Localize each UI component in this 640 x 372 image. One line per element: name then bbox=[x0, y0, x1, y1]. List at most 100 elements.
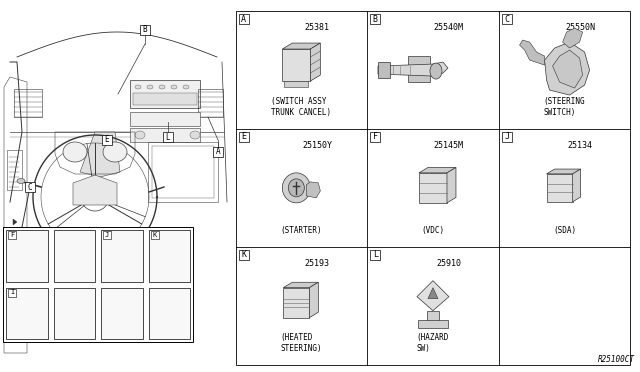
Polygon shape bbox=[284, 288, 309, 318]
Polygon shape bbox=[378, 62, 448, 76]
Text: (STEERING
SWITCH): (STEERING SWITCH) bbox=[544, 97, 586, 117]
Bar bbox=[148, 288, 190, 339]
Text: B: B bbox=[372, 15, 378, 24]
Bar bbox=[54, 230, 95, 282]
Text: (SDA): (SDA) bbox=[553, 226, 576, 235]
Bar bbox=[427, 311, 439, 325]
Bar bbox=[370, 250, 380, 260]
Bar bbox=[130, 112, 200, 126]
Bar bbox=[163, 132, 173, 142]
Bar bbox=[54, 288, 95, 339]
Bar bbox=[8, 231, 16, 239]
Text: 25134: 25134 bbox=[568, 141, 593, 150]
Text: F: F bbox=[10, 232, 14, 238]
Polygon shape bbox=[552, 50, 582, 88]
Text: K: K bbox=[152, 232, 157, 238]
Polygon shape bbox=[13, 219, 17, 225]
Bar bbox=[6, 230, 47, 282]
Bar bbox=[8, 289, 16, 296]
Bar bbox=[370, 14, 380, 24]
Bar bbox=[418, 320, 448, 328]
Text: R25100CT: R25100CT bbox=[598, 355, 635, 364]
Bar bbox=[239, 14, 248, 24]
Ellipse shape bbox=[430, 63, 442, 79]
Polygon shape bbox=[428, 288, 438, 299]
Bar bbox=[239, 132, 248, 142]
Bar bbox=[130, 128, 200, 142]
Text: B: B bbox=[143, 26, 147, 35]
Text: (SWITCH ASSY
TRUNK CANCEL): (SWITCH ASSY TRUNK CANCEL) bbox=[271, 97, 332, 117]
Polygon shape bbox=[309, 282, 318, 318]
Bar bbox=[140, 25, 150, 35]
Text: K: K bbox=[241, 250, 246, 259]
Text: L: L bbox=[166, 132, 170, 141]
Text: C: C bbox=[28, 183, 32, 192]
Polygon shape bbox=[573, 169, 580, 202]
Polygon shape bbox=[419, 173, 447, 203]
Ellipse shape bbox=[147, 85, 153, 89]
Text: 25381: 25381 bbox=[305, 23, 330, 32]
Text: 25910: 25910 bbox=[436, 259, 461, 268]
Ellipse shape bbox=[289, 179, 305, 197]
Bar bbox=[7, 150, 22, 190]
Bar bbox=[150, 231, 159, 239]
Polygon shape bbox=[520, 40, 545, 65]
Text: (VDC): (VDC) bbox=[421, 226, 445, 235]
Ellipse shape bbox=[103, 142, 127, 162]
Ellipse shape bbox=[190, 131, 200, 139]
Bar bbox=[6, 288, 47, 339]
Text: (HAZARD
SW): (HAZARD SW) bbox=[417, 333, 449, 353]
Polygon shape bbox=[378, 62, 390, 78]
Bar bbox=[152, 146, 214, 198]
Polygon shape bbox=[563, 28, 582, 48]
Polygon shape bbox=[282, 43, 321, 49]
Bar bbox=[25, 182, 35, 192]
Text: (STARTER): (STARTER) bbox=[280, 226, 322, 235]
Text: I: I bbox=[10, 289, 14, 295]
Bar bbox=[502, 14, 512, 24]
Text: F: F bbox=[372, 132, 378, 141]
Bar bbox=[133, 93, 197, 105]
Bar bbox=[103, 231, 111, 239]
Polygon shape bbox=[284, 282, 318, 288]
Polygon shape bbox=[417, 280, 449, 311]
Polygon shape bbox=[282, 49, 310, 81]
Text: 25145M: 25145M bbox=[434, 141, 464, 150]
Polygon shape bbox=[547, 169, 580, 174]
Bar bbox=[239, 250, 248, 260]
Bar bbox=[198, 89, 223, 117]
Bar bbox=[148, 142, 218, 202]
Text: J: J bbox=[504, 132, 509, 141]
Polygon shape bbox=[419, 167, 456, 173]
Ellipse shape bbox=[171, 85, 177, 89]
Text: 25540M: 25540M bbox=[434, 23, 464, 32]
Text: A: A bbox=[241, 15, 246, 24]
Polygon shape bbox=[408, 56, 430, 82]
Polygon shape bbox=[307, 182, 321, 198]
Bar bbox=[101, 288, 143, 339]
Bar bbox=[3, 227, 193, 342]
Polygon shape bbox=[310, 43, 321, 81]
Polygon shape bbox=[545, 42, 589, 95]
Bar bbox=[502, 132, 512, 142]
Polygon shape bbox=[73, 175, 117, 205]
Ellipse shape bbox=[159, 85, 165, 89]
Ellipse shape bbox=[183, 85, 189, 89]
Bar bbox=[213, 147, 223, 157]
Text: (HEATED
STEERING): (HEATED STEERING) bbox=[280, 333, 322, 353]
Bar bbox=[148, 230, 190, 282]
Text: 25193: 25193 bbox=[305, 259, 330, 268]
Ellipse shape bbox=[135, 85, 141, 89]
Polygon shape bbox=[447, 167, 456, 203]
Ellipse shape bbox=[135, 131, 145, 139]
Text: A: A bbox=[216, 148, 220, 157]
Bar bbox=[284, 81, 308, 87]
Text: 25550N: 25550N bbox=[565, 23, 595, 32]
Polygon shape bbox=[80, 132, 120, 177]
Bar bbox=[236, 11, 630, 365]
Bar bbox=[370, 132, 380, 142]
Ellipse shape bbox=[63, 142, 87, 162]
Polygon shape bbox=[547, 174, 573, 202]
Text: J: J bbox=[105, 232, 109, 238]
Ellipse shape bbox=[17, 179, 25, 183]
